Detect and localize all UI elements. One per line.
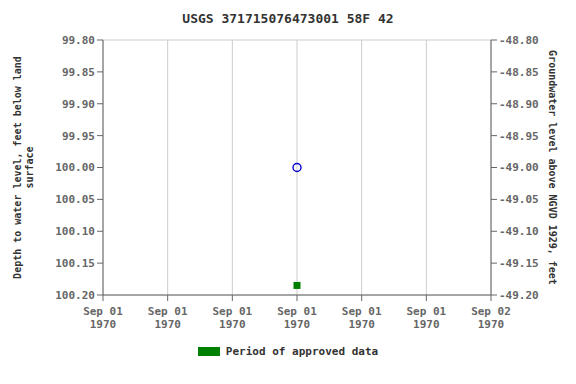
svg-text:-49.00: -49.00 — [499, 161, 539, 174]
svg-text:-48.95: -48.95 — [499, 130, 539, 143]
svg-text:Depth to water level, feet bel: Depth to water level, feet below landsur… — [12, 56, 35, 279]
svg-text:100.00: 100.00 — [55, 161, 95, 174]
svg-text:-49.15: -49.15 — [499, 257, 539, 270]
svg-text:Sep 011970: Sep 011970 — [342, 305, 382, 331]
svg-text:Sep 011970: Sep 011970 — [212, 305, 252, 331]
svg-text:Groundwater level above NGVD 1: Groundwater level above NGVD 1929, feet — [547, 50, 558, 285]
svg-text:-49.20: -49.20 — [499, 289, 539, 302]
svg-text:-49.10: -49.10 — [499, 225, 539, 238]
svg-text:100.05: 100.05 — [55, 193, 95, 206]
svg-text:99.95: 99.95 — [62, 130, 95, 143]
svg-text:Sep 011970: Sep 011970 — [277, 305, 317, 331]
svg-text:-48.85: -48.85 — [499, 66, 539, 79]
svg-text:Sep 011970: Sep 011970 — [83, 305, 123, 331]
svg-text:-48.80: -48.80 — [499, 34, 539, 47]
svg-text:99.80: 99.80 — [62, 34, 95, 47]
svg-text:100.20: 100.20 — [55, 289, 95, 302]
html-text:Period of approved data: Period of approved data — [225, 344, 379, 358]
html-text:USGS 371715076473001 58F 42: USGS 371715076473001 58F 42 — [182, 11, 394, 26]
svg-text:Sep 021970: Sep 021970 — [471, 305, 511, 331]
svg-text:100.10: 100.10 — [55, 225, 95, 238]
svg-text:Sep 011970: Sep 011970 — [148, 305, 188, 331]
svg-text:-49.05: -49.05 — [499, 193, 539, 206]
svg-text:100.15: 100.15 — [55, 257, 95, 270]
svg-text:99.85: 99.85 — [62, 66, 95, 79]
svg-text:Sep 011970: Sep 011970 — [406, 305, 446, 331]
svg-text:-48.90: -48.90 — [499, 98, 539, 111]
svg-text:99.90: 99.90 — [62, 98, 95, 111]
